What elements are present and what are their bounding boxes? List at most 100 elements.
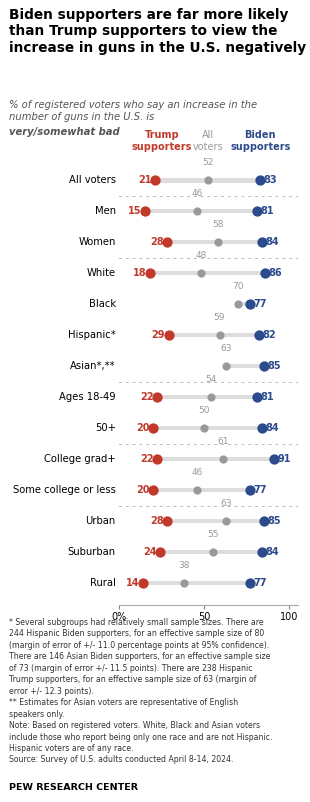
Text: Men: Men bbox=[95, 206, 116, 217]
Text: Women: Women bbox=[78, 237, 116, 248]
Point bbox=[256, 329, 261, 342]
Text: % of registered voters who say an increase in the
number of guns in the U.S. is: % of registered voters who say an increa… bbox=[9, 100, 257, 123]
Text: 20: 20 bbox=[136, 485, 150, 496]
Point bbox=[166, 329, 171, 342]
Text: 86: 86 bbox=[269, 269, 282, 278]
Text: 77: 77 bbox=[254, 485, 267, 496]
Point bbox=[271, 453, 276, 466]
Bar bbox=[153, 488, 250, 492]
Text: 84: 84 bbox=[265, 423, 279, 433]
Text: Rural: Rural bbox=[90, 578, 116, 589]
Text: College grad+: College grad+ bbox=[44, 455, 116, 464]
Point bbox=[236, 298, 241, 311]
Point bbox=[215, 236, 220, 249]
Text: Trump
supporters: Trump supporters bbox=[132, 130, 192, 152]
Point bbox=[255, 205, 259, 218]
Point bbox=[224, 515, 229, 528]
Bar bbox=[169, 334, 259, 338]
Point bbox=[261, 515, 266, 528]
Point bbox=[142, 205, 147, 218]
Text: 55: 55 bbox=[207, 530, 219, 539]
Point bbox=[220, 453, 225, 466]
Point bbox=[154, 453, 159, 466]
Text: White: White bbox=[86, 269, 116, 278]
Text: 20: 20 bbox=[136, 423, 150, 433]
Text: 21: 21 bbox=[138, 176, 152, 185]
Text: 52: 52 bbox=[202, 159, 213, 168]
Point bbox=[153, 174, 157, 187]
Bar bbox=[167, 520, 264, 524]
Point bbox=[224, 360, 229, 373]
Text: 48: 48 bbox=[195, 252, 206, 261]
Text: Urban: Urban bbox=[86, 516, 116, 526]
Point bbox=[151, 422, 156, 435]
Text: Black: Black bbox=[89, 299, 116, 310]
Text: 81: 81 bbox=[260, 392, 274, 403]
Point bbox=[164, 515, 169, 528]
Point bbox=[209, 391, 214, 404]
Text: 29: 29 bbox=[152, 330, 165, 340]
Point bbox=[157, 546, 162, 559]
Text: 15: 15 bbox=[128, 206, 141, 217]
Bar bbox=[167, 241, 262, 245]
Text: Some college or less: Some college or less bbox=[13, 485, 116, 496]
Text: 59: 59 bbox=[214, 314, 225, 322]
Point bbox=[198, 267, 203, 280]
Point bbox=[148, 267, 153, 280]
Text: 28: 28 bbox=[150, 237, 163, 248]
Text: 61: 61 bbox=[217, 437, 229, 447]
Text: Suburban: Suburban bbox=[68, 547, 116, 557]
Point bbox=[259, 236, 264, 249]
Text: very/somewhat bad: very/somewhat bad bbox=[9, 128, 120, 137]
Point bbox=[141, 577, 146, 589]
Point bbox=[259, 422, 264, 435]
Point bbox=[195, 484, 200, 496]
Text: Ages 18-49: Ages 18-49 bbox=[59, 392, 116, 403]
Point bbox=[154, 391, 159, 404]
Point bbox=[248, 484, 253, 496]
Text: 82: 82 bbox=[262, 330, 276, 340]
Text: 18: 18 bbox=[133, 269, 147, 278]
Text: 24: 24 bbox=[143, 547, 157, 557]
Bar bbox=[150, 271, 265, 275]
Text: PEW RESEARCH CENTER: PEW RESEARCH CENTER bbox=[9, 783, 138, 792]
Point bbox=[258, 174, 263, 187]
Point bbox=[195, 205, 200, 218]
Bar bbox=[155, 179, 260, 183]
Bar bbox=[157, 457, 274, 461]
Point bbox=[210, 546, 215, 559]
Text: 70: 70 bbox=[232, 282, 244, 291]
Text: 91: 91 bbox=[277, 455, 291, 464]
Text: 38: 38 bbox=[178, 561, 190, 570]
Text: 77: 77 bbox=[254, 299, 267, 310]
Text: Biden
supporters: Biden supporters bbox=[230, 130, 290, 152]
Bar bbox=[238, 302, 250, 306]
Bar bbox=[153, 427, 262, 431]
Text: 84: 84 bbox=[265, 237, 279, 248]
Bar bbox=[157, 395, 257, 399]
Point bbox=[261, 360, 266, 373]
Point bbox=[202, 422, 207, 435]
Text: 63: 63 bbox=[220, 344, 232, 354]
Point bbox=[255, 391, 259, 404]
Text: 28: 28 bbox=[150, 516, 163, 526]
Text: 22: 22 bbox=[140, 392, 153, 403]
Point bbox=[248, 577, 253, 589]
Text: 77: 77 bbox=[254, 578, 267, 589]
Text: 22: 22 bbox=[140, 455, 153, 464]
Bar bbox=[226, 364, 264, 368]
Text: 81: 81 bbox=[260, 206, 274, 217]
Text: * Several subgroups had relatively small sample sizes. There are
244 Hispanic Bi: * Several subgroups had relatively small… bbox=[9, 618, 273, 764]
Text: 14: 14 bbox=[126, 578, 140, 589]
Text: 85: 85 bbox=[267, 362, 281, 371]
Text: 50: 50 bbox=[198, 407, 210, 415]
Point bbox=[164, 236, 169, 249]
Text: 85: 85 bbox=[267, 516, 281, 526]
Text: 84: 84 bbox=[265, 547, 279, 557]
Text: 63: 63 bbox=[220, 500, 232, 508]
Point bbox=[205, 174, 210, 187]
Bar bbox=[145, 209, 257, 213]
Text: 46: 46 bbox=[192, 468, 203, 477]
Text: Hispanic*: Hispanic* bbox=[68, 330, 116, 340]
Text: Biden supporters are far more likely
than Trump supporters to view the
increase : Biden supporters are far more likely tha… bbox=[9, 8, 306, 55]
